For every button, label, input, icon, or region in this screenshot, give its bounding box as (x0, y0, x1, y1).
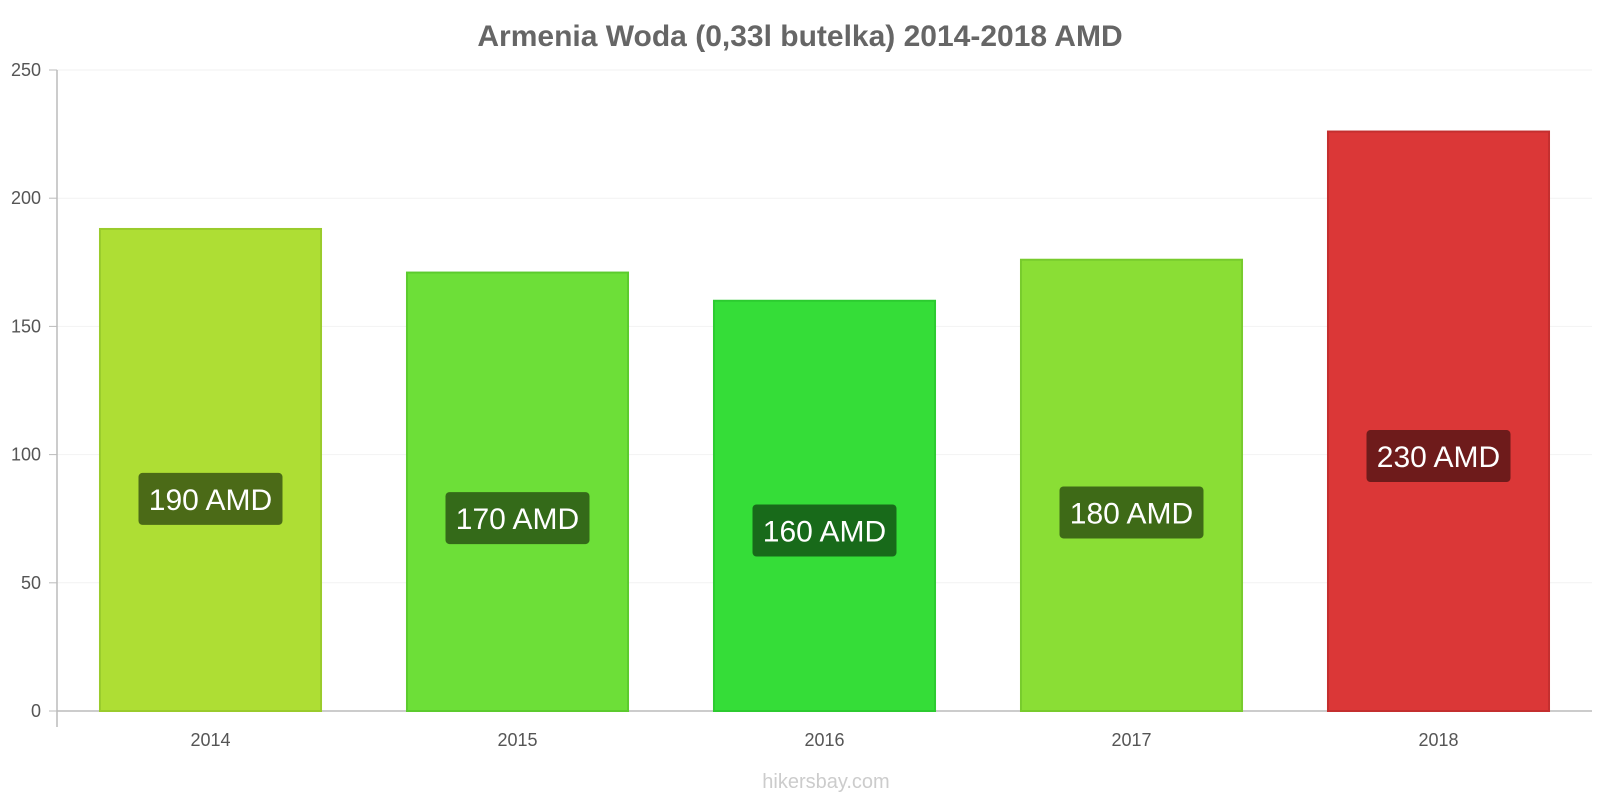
data-label-box (1366, 430, 1511, 483)
bars (98, 130, 1551, 713)
data-label: 170 AMD (456, 503, 579, 536)
y-tick-label: 50 (21, 573, 41, 593)
y-tick-label: 150 (11, 316, 41, 336)
bar-2018 (1326, 130, 1551, 712)
data-label-box (138, 472, 283, 525)
y-tick-label: 0 (31, 701, 41, 721)
data-label: 230 AMD (1377, 441, 1500, 474)
y-tick-label: 100 (11, 445, 41, 465)
data-label: 160 AMD (763, 515, 886, 548)
data-label-box (752, 504, 897, 557)
data-label-box (445, 492, 590, 545)
x-tick-label: 2015 (497, 730, 537, 750)
x-tick-label: 2016 (804, 730, 844, 750)
x-tick-label: 2014 (190, 730, 230, 750)
bar-2014 (98, 227, 323, 713)
chart-title: Armenia Woda (0,33l butelka) 2014-2018 A… (477, 20, 1122, 53)
y-tick-label: 250 (11, 60, 41, 80)
data-labels: 190 AMD 170 AMD 160 AMD 180 AMD 230 AMD (138, 430, 1511, 557)
bar-2017 (1019, 258, 1244, 712)
x-tick-label: 2018 (1418, 730, 1458, 750)
x-tick-label: 2017 (1111, 730, 1151, 750)
data-label-box (1059, 486, 1204, 539)
bar-2015 (405, 271, 630, 712)
y-tick-label: 200 (11, 188, 41, 208)
data-label: 190 AMD (149, 484, 272, 517)
watermark: hikersbay.com (762, 771, 889, 793)
data-label: 180 AMD (1070, 497, 1193, 530)
